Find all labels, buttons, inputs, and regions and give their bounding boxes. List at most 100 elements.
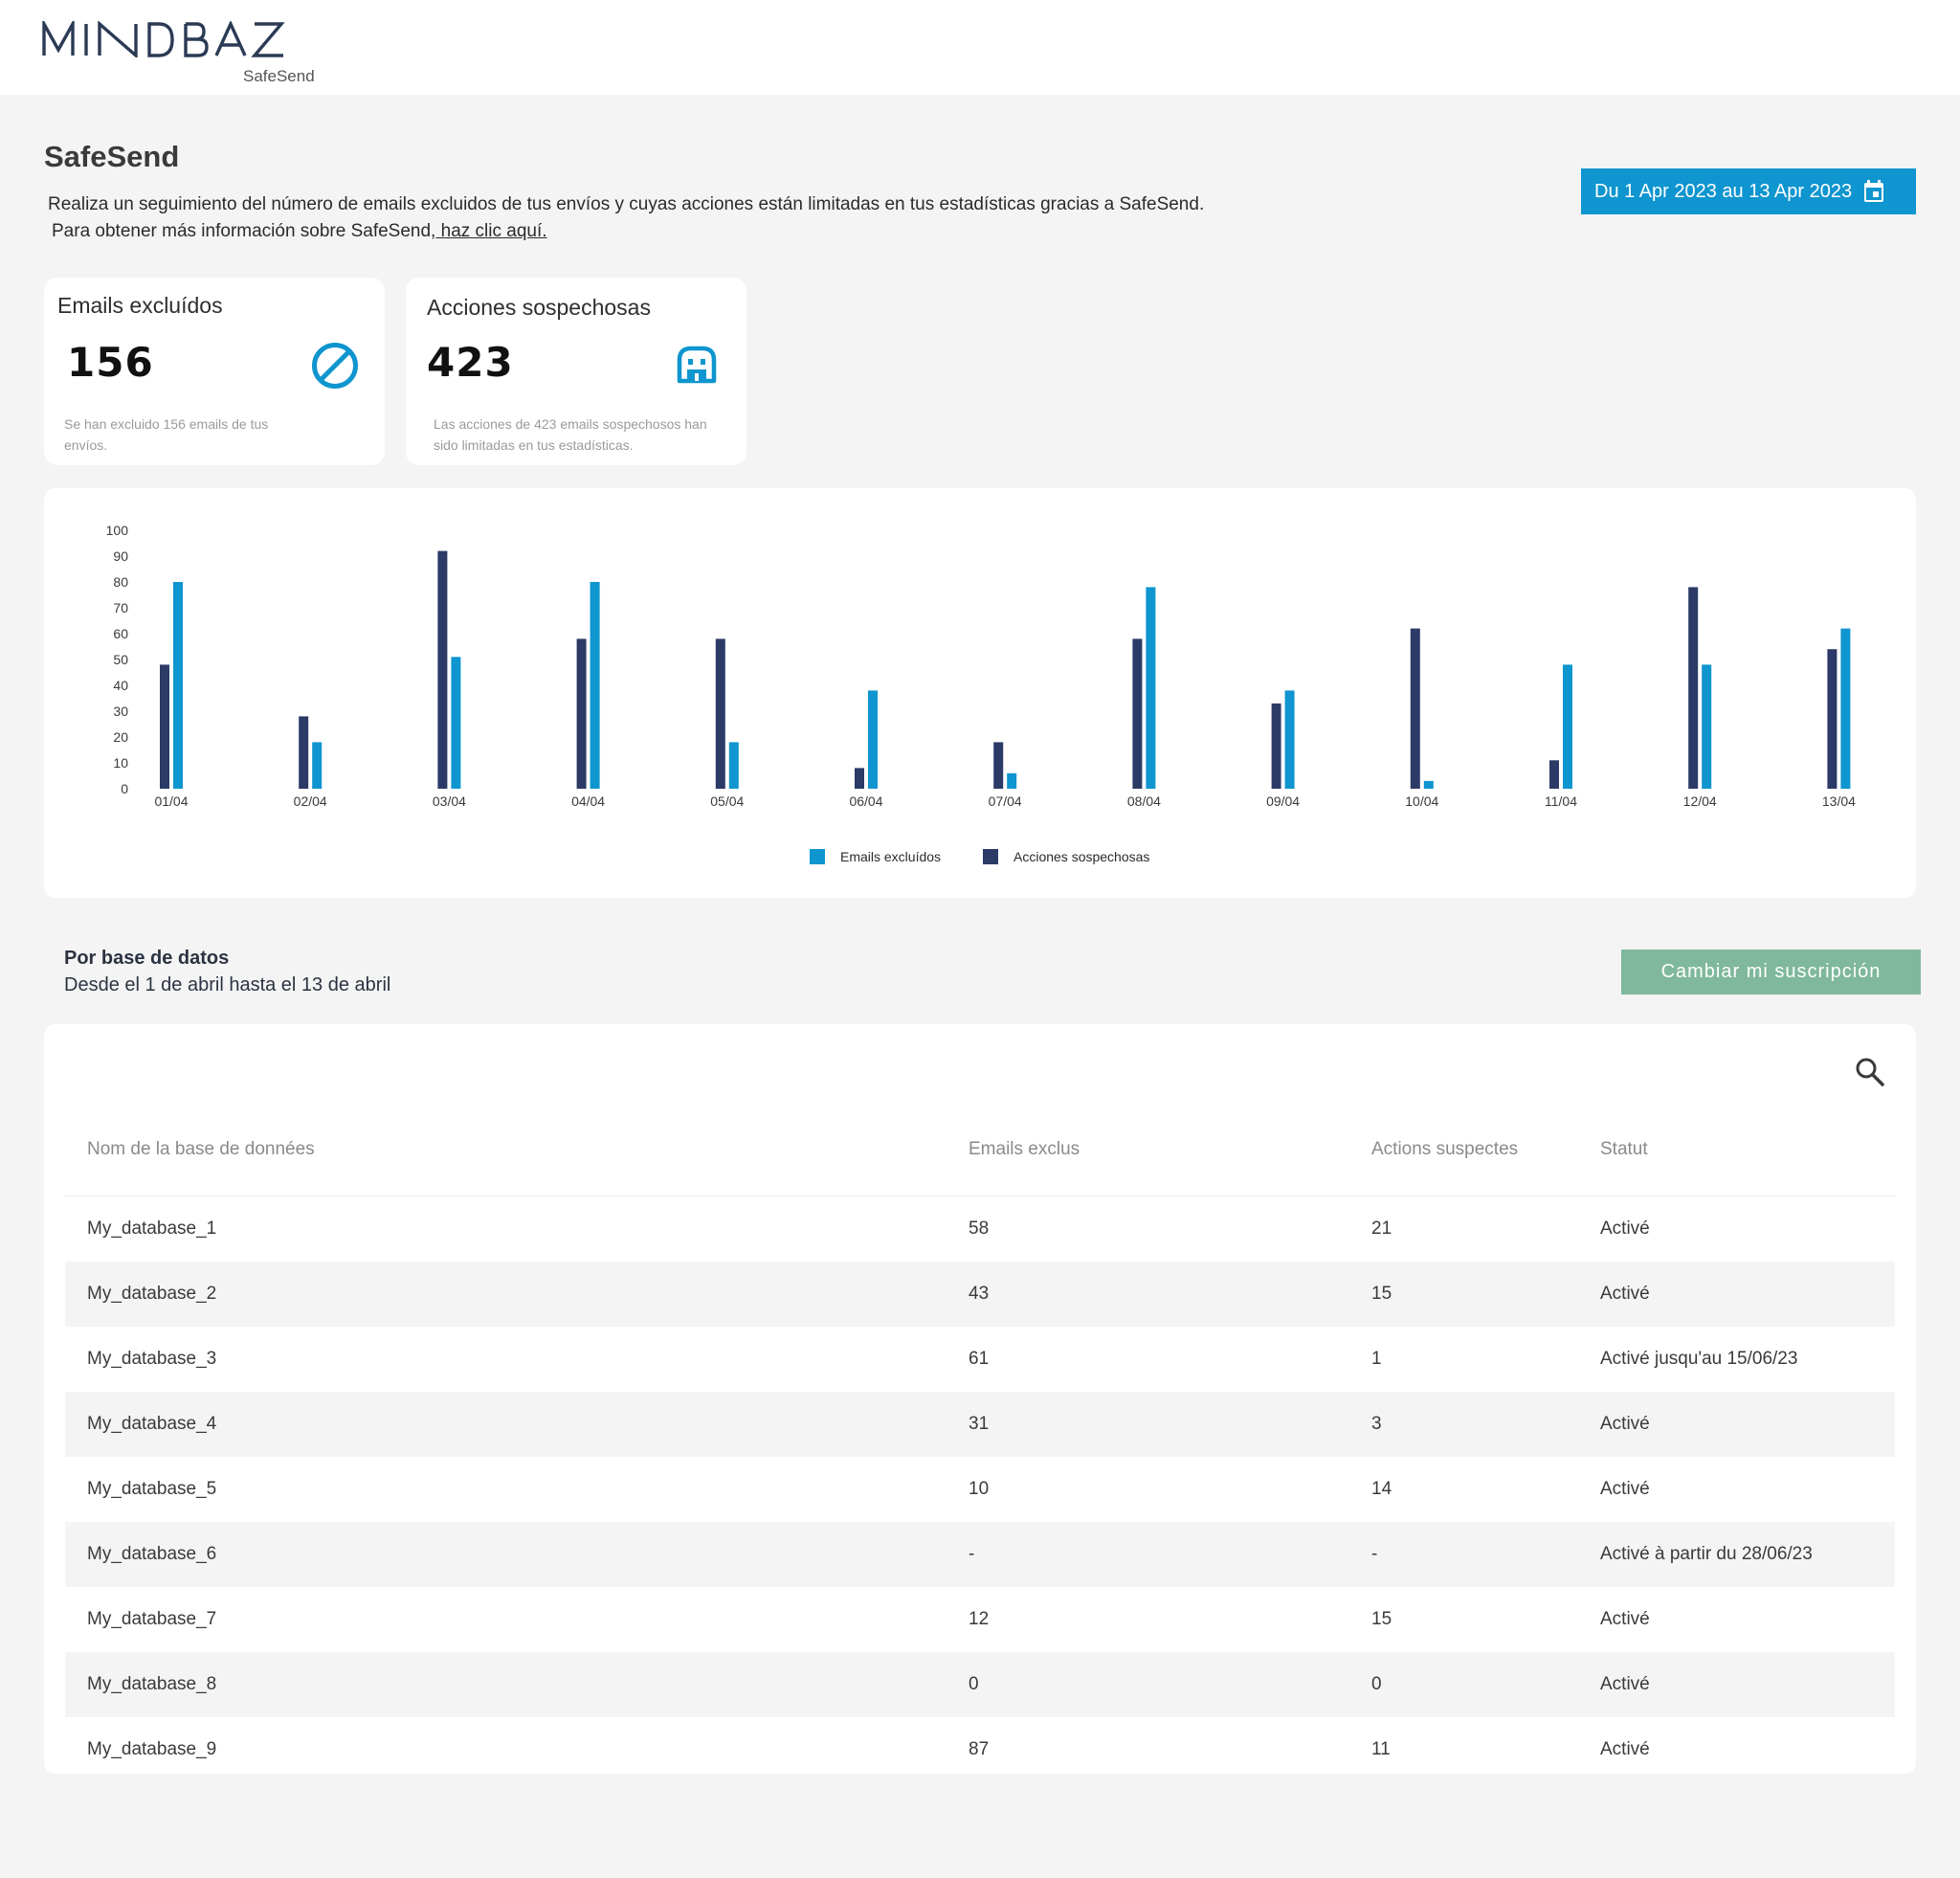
- x-tick-label: 05/04: [710, 794, 744, 809]
- x-tick-label: 03/04: [433, 794, 466, 809]
- table-row[interactable]: My_database_2 43 15 Activé: [65, 1262, 1895, 1327]
- cell-status: Activé: [1600, 1218, 1650, 1239]
- cell-suspicious-actions: 14: [1371, 1479, 1392, 1499]
- database-table: Nom de la base de données Emails exclus …: [65, 1128, 1895, 1782]
- cell-database-name: My_database_9: [87, 1739, 217, 1759]
- table-row[interactable]: My_database_8 0 0 Activé: [65, 1652, 1895, 1717]
- cell-status: Activé: [1600, 1284, 1650, 1304]
- cell-database-name: My_database_4: [87, 1414, 217, 1434]
- y-tick-label: 30: [113, 704, 128, 719]
- legend-swatch[interactable]: [983, 849, 998, 864]
- bar-suspicious-actions: [715, 638, 725, 789]
- bar-suspicious-actions: [993, 742, 1004, 789]
- bar-excluded-emails: [1007, 772, 1017, 789]
- table-header-row: Nom de la base de données Emails exclus …: [65, 1128, 1895, 1196]
- table-row[interactable]: My_database_5 10 14 Activé: [65, 1457, 1895, 1522]
- x-tick-label: 02/04: [294, 794, 327, 809]
- cell-excluded-emails: 31: [969, 1414, 990, 1434]
- stat-note: Las acciones de 423 emails sospechosos h…: [434, 416, 707, 453]
- cell-database-name: My_database_6: [87, 1544, 217, 1564]
- cell-status: Activé: [1600, 1609, 1650, 1629]
- bar-chart-card: 0 10 20 30 40 50 60 70 80 90 100 01/04 02/04 03/04 04/…: [44, 488, 1916, 898]
- cell-excluded-emails: 0: [969, 1674, 979, 1694]
- column-header-status[interactable]: Statut: [1600, 1139, 1648, 1159]
- cell-status: Activé: [1600, 1479, 1650, 1499]
- bar-excluded-emails: [1702, 664, 1712, 789]
- bar-excluded-emails: [1563, 664, 1572, 789]
- more-info-link[interactable]: haz clic aquí.: [435, 221, 547, 241]
- brand-logo[interactable]: SafeSend: [42, 17, 320, 85]
- robot-icon: [677, 346, 717, 384]
- date-range-picker-button[interactable]: Du 1 Apr 2023 au 13 Apr 2023: [1581, 168, 1916, 214]
- stat-value: 423: [427, 339, 514, 386]
- cell-suspicious-actions: 11: [1371, 1739, 1391, 1759]
- cell-suspicious-actions: 15: [1371, 1609, 1392, 1629]
- section-subtitle: Desde el 1 de abril hasta el 13 de abril: [64, 974, 391, 995]
- bar-suspicious-actions: [576, 638, 587, 789]
- bar-chart: 0 10 20 30 40 50 60 70 80 90 100 01/04 02/04 03/04 04/…: [106, 523, 1856, 864]
- bar-excluded-emails: [312, 742, 323, 789]
- table-row[interactable]: My_database_9 87 11 Activé: [65, 1717, 1895, 1782]
- bar-excluded-emails: [590, 582, 600, 789]
- stat-title: Emails excluídos: [57, 293, 223, 318]
- column-header-database[interactable]: Nom de la base de données: [87, 1139, 315, 1159]
- stat-card-suspicious-actions: Acciones sospechosas 423 Las acciones de…: [406, 278, 746, 465]
- mindbaz-logo-icon: [42, 17, 285, 59]
- bar-excluded-emails: [728, 742, 739, 789]
- y-tick-label: 80: [113, 574, 128, 590]
- y-tick-label: 100: [106, 523, 129, 538]
- table-row[interactable]: My_database_6 - - Activé à partir du 28/06/…: [65, 1522, 1895, 1587]
- logo-product-name: SafeSend: [243, 67, 315, 85]
- change-subscription-button[interactable]: Cambiar mi suscripción: [1621, 950, 1921, 995]
- table-row[interactable]: My_database_3 61 1 Activé jusqu'au 15/06/23: [65, 1327, 1895, 1392]
- cell-status: Activé: [1600, 1674, 1650, 1694]
- cell-suspicious-actions: 1: [1371, 1349, 1382, 1369]
- cell-excluded-emails: 12: [969, 1609, 990, 1629]
- y-tick-label: 0: [121, 781, 128, 796]
- x-tick-label: 07/04: [989, 794, 1022, 809]
- y-tick-label: 70: [113, 600, 128, 615]
- top-bar: SafeSend: [0, 0, 1960, 95]
- block-icon: [312, 343, 358, 389]
- x-tick-label: 04/04: [571, 794, 605, 809]
- column-header-excluded[interactable]: Emails exclus: [969, 1139, 1080, 1159]
- cell-database-name: My_database_5: [87, 1479, 217, 1499]
- bar-excluded-emails: [868, 690, 878, 789]
- table-row[interactable]: My_database_1 58 21 Activé: [65, 1196, 1895, 1262]
- bar-excluded-emails: [1840, 628, 1851, 789]
- y-tick-label: 60: [113, 626, 128, 641]
- cell-excluded-emails: 61: [969, 1349, 990, 1369]
- bar-excluded-emails: [173, 582, 183, 789]
- bar-suspicious-actions: [1271, 703, 1281, 789]
- bar-suspicious-actions: [299, 716, 309, 789]
- page-title: SafeSend: [44, 140, 180, 173]
- cell-excluded-emails: -: [969, 1544, 975, 1564]
- calendar-icon: [1864, 180, 1884, 202]
- cell-status: Activé: [1600, 1414, 1650, 1434]
- table-row[interactable]: My_database_7 12 15 Activé: [65, 1587, 1895, 1652]
- stat-note: Se han excluido 156 emails de tus envíos…: [64, 416, 269, 453]
- table-row[interactable]: My_database_4 31 3 Activé: [65, 1392, 1895, 1457]
- x-tick-label: 06/04: [849, 794, 882, 809]
- section-title: Por base de datos: [64, 948, 230, 969]
- cell-suspicious-actions: -: [1371, 1544, 1378, 1564]
- description-line-2: Para obtener más información sobre SafeS…: [48, 218, 1204, 245]
- legend-label[interactable]: Acciones sospechosas: [1013, 849, 1149, 864]
- stat-card-excluded-emails: Emails excluídos 156 Se han excluido 156…: [44, 278, 385, 465]
- cell-excluded-emails: 43: [969, 1284, 990, 1304]
- bar-suspicious-actions: [437, 550, 448, 789]
- x-tick-label: 10/04: [1405, 794, 1438, 809]
- cell-suspicious-actions: 21: [1371, 1218, 1392, 1239]
- cell-excluded-emails: 10: [969, 1479, 990, 1499]
- bar-suspicious-actions: [1688, 587, 1699, 789]
- bar-excluded-emails: [1146, 587, 1156, 789]
- stat-title: Acciones sospechosas: [427, 295, 651, 320]
- y-tick-label: 90: [113, 548, 128, 564]
- y-tick-label: 40: [113, 678, 128, 693]
- cell-suspicious-actions: 3: [1371, 1414, 1382, 1434]
- bar-suspicious-actions: [1827, 649, 1838, 789]
- search-icon[interactable]: [1851, 1053, 1889, 1091]
- legend-label[interactable]: Emails excluídos: [840, 849, 941, 864]
- column-header-suspicious[interactable]: Actions suspectes: [1371, 1139, 1519, 1159]
- legend-swatch[interactable]: [810, 849, 825, 864]
